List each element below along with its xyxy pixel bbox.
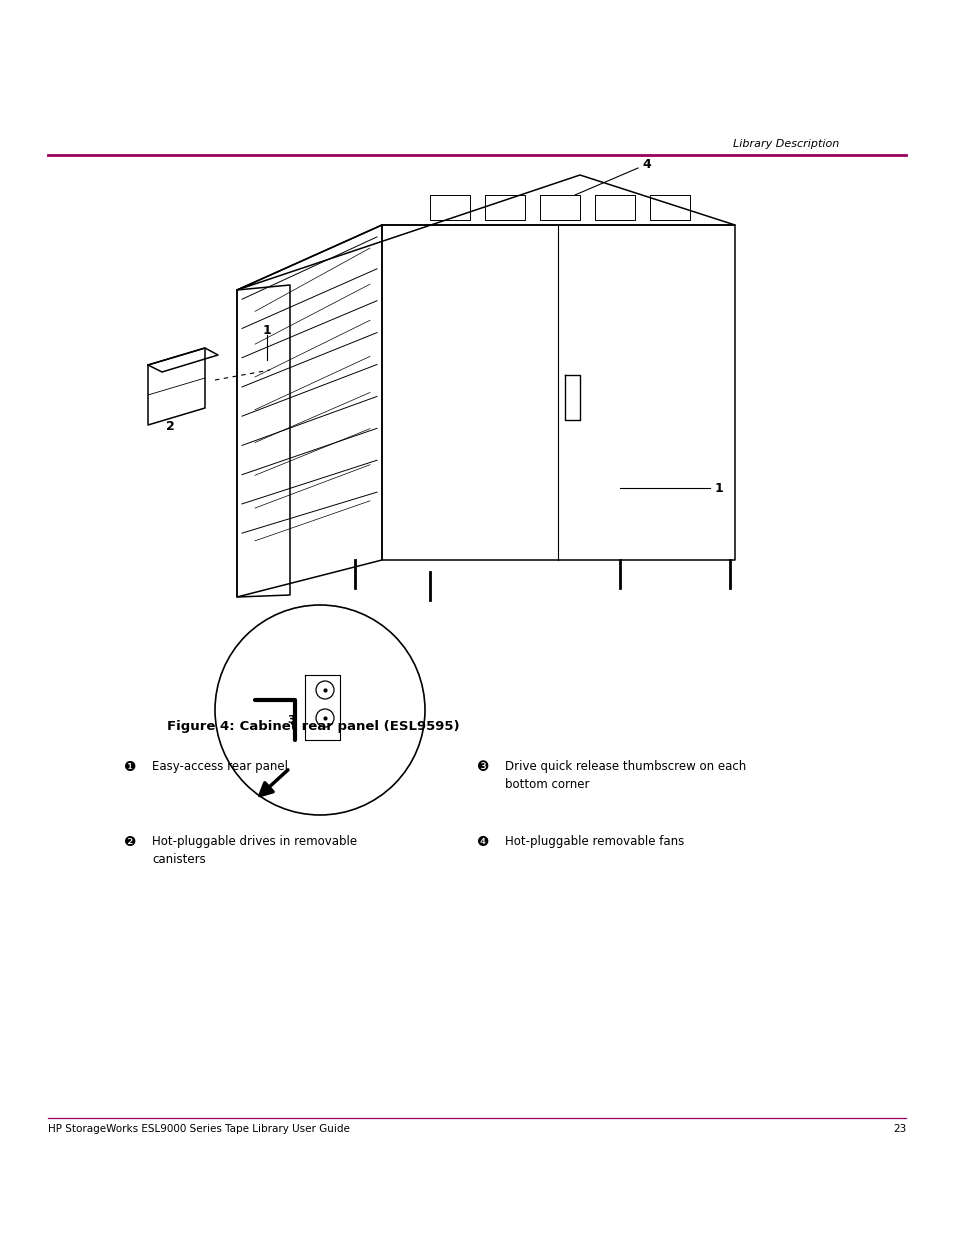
Text: Figure 4:: Figure 4: [167,720,234,734]
Text: HP StorageWorks ESL9000 Series Tape Library User Guide: HP StorageWorks ESL9000 Series Tape Libr… [48,1124,349,1134]
Text: 3: 3 [287,715,294,725]
Text: Drive quick release thumbscrew on each
bottom corner: Drive quick release thumbscrew on each b… [504,760,745,790]
Text: Easy-access rear panel: Easy-access rear panel [152,760,288,773]
Text: ❶: ❶ [124,760,136,774]
Text: 2: 2 [166,420,174,433]
Text: 4: 4 [641,158,650,172]
Text: Library Description: Library Description [733,140,839,149]
Text: 1: 1 [714,482,723,494]
Text: ❸: ❸ [476,760,489,774]
Text: Hot-pluggable removable fans: Hot-pluggable removable fans [504,835,683,848]
Text: 23: 23 [892,1124,905,1134]
Text: 1: 1 [262,324,271,336]
Text: Hot-pluggable drives in removable
canisters: Hot-pluggable drives in removable canist… [152,835,356,866]
Text: Cabinet rear panel (ESL9595): Cabinet rear panel (ESL9595) [234,720,459,734]
Text: ❹: ❹ [476,835,489,848]
Text: ❷: ❷ [124,835,136,848]
